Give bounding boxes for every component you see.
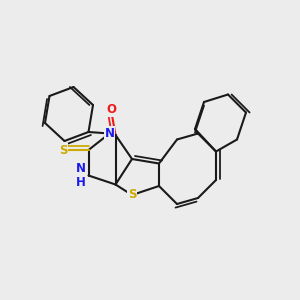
Text: O: O <box>106 103 116 116</box>
Text: N: N <box>104 127 115 140</box>
Text: S: S <box>128 188 136 202</box>
Text: N
H: N H <box>76 161 86 190</box>
Text: S: S <box>59 143 67 157</box>
